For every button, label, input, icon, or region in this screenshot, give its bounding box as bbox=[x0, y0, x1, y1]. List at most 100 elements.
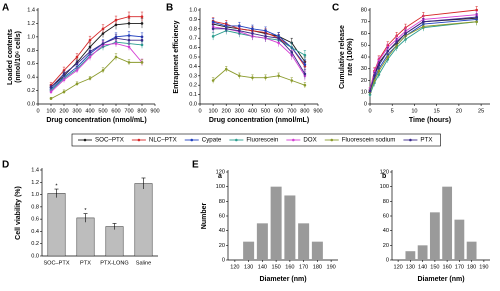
point bbox=[264, 29, 267, 32]
y-tick-label: 0.6 bbox=[27, 61, 35, 67]
bar bbox=[256, 223, 268, 260]
y-tick-label: 1.2 bbox=[31, 180, 39, 186]
legend-marker bbox=[137, 138, 141, 142]
point bbox=[238, 74, 241, 78]
series-line bbox=[50, 22, 142, 88]
legend-marker bbox=[83, 138, 87, 142]
point bbox=[277, 41, 280, 45]
y-axis-label: Cell viability (%) bbox=[15, 186, 22, 240]
x-tick-label: 700 bbox=[124, 108, 133, 114]
y-tick-label: 40 bbox=[383, 228, 389, 234]
point bbox=[114, 55, 118, 59]
x-tick-label: 300 bbox=[72, 108, 81, 114]
point bbox=[101, 42, 105, 45]
point bbox=[88, 45, 92, 49]
y-tick-label: 0.6 bbox=[189, 45, 197, 51]
x-tick-label: 800 bbox=[300, 108, 309, 114]
y-tick-label: 1.0 bbox=[189, 7, 197, 13]
panel-label: B bbox=[166, 3, 173, 14]
panel-label: a bbox=[218, 173, 222, 180]
x-tick-label: 180 bbox=[467, 264, 476, 270]
point bbox=[386, 55, 390, 59]
series-line bbox=[213, 23, 306, 62]
legend-label: SOC–PTX bbox=[95, 137, 124, 144]
x-tick-label: 800 bbox=[137, 108, 146, 114]
y-tick-label: 30 bbox=[361, 66, 367, 72]
legend-marker bbox=[235, 138, 238, 142]
y-tick-label: 20 bbox=[361, 78, 367, 84]
legend: SOC–PTX NLC–PTX Cypate Fluorescein DOX Fluore… bbox=[71, 133, 441, 147]
point bbox=[475, 8, 478, 12]
point bbox=[140, 38, 144, 42]
bar bbox=[270, 186, 282, 260]
panel-label: D bbox=[2, 160, 9, 171]
point bbox=[140, 61, 144, 64]
x-tick-label: 130 bbox=[406, 264, 415, 270]
x-tick-label: 140 bbox=[258, 264, 267, 270]
legend-label: Fluorescein sodium bbox=[342, 137, 396, 144]
y-tick-label: 0.2 bbox=[27, 88, 35, 94]
point bbox=[373, 74, 376, 78]
x-tick-label: 160 bbox=[442, 264, 451, 270]
significance-marker: * bbox=[55, 184, 58, 190]
x-tick-label: 0 bbox=[198, 108, 201, 114]
point bbox=[127, 15, 131, 19]
panel-label: C bbox=[332, 3, 339, 14]
legend-box bbox=[71, 133, 441, 147]
x-tick-label: SOC–PTX bbox=[43, 260, 69, 266]
y-axis-label: Entrapment efficiency bbox=[173, 20, 180, 93]
point bbox=[140, 15, 144, 19]
x-tick-label: 190 bbox=[479, 264, 488, 270]
bar bbox=[311, 241, 323, 260]
y-tick-label: 60 bbox=[219, 213, 225, 219]
y-tick-label: 0.2 bbox=[189, 83, 197, 89]
point bbox=[211, 35, 215, 38]
x-tick-label: 150 bbox=[430, 264, 439, 270]
x-tick-label: 600 bbox=[111, 108, 120, 114]
point bbox=[211, 27, 215, 31]
y-tick-label: 100 bbox=[380, 184, 389, 190]
point bbox=[75, 82, 79, 86]
point bbox=[251, 32, 254, 35]
point bbox=[75, 69, 79, 72]
legend-label: PTX bbox=[420, 137, 432, 144]
point bbox=[238, 24, 241, 28]
point bbox=[377, 69, 381, 73]
y-tick-label: 0.4 bbox=[27, 75, 35, 81]
y-tick-label: 10 bbox=[361, 90, 367, 96]
series-line bbox=[212, 68, 306, 86]
x-tick-label: 120 bbox=[230, 264, 239, 270]
y-tick-label: 0.3 bbox=[189, 73, 197, 79]
y-tick-label: 0.8 bbox=[27, 48, 35, 54]
series-line bbox=[50, 37, 142, 88]
point bbox=[251, 27, 254, 31]
y-tick-label: 120 bbox=[216, 169, 225, 175]
y-tick-label: 0.7 bbox=[189, 36, 197, 42]
point bbox=[422, 25, 425, 28]
legend-marker bbox=[190, 138, 194, 142]
bar bbox=[47, 193, 66, 257]
point bbox=[290, 51, 294, 54]
legend-marker bbox=[292, 138, 295, 142]
x-tick-label: 500 bbox=[98, 108, 107, 114]
x-axis-label: Drug concentration (nmol/mL) bbox=[209, 117, 309, 124]
point bbox=[88, 50, 92, 53]
point bbox=[127, 61, 131, 64]
y-tick-label: 20 bbox=[383, 243, 389, 249]
x-tick-label: 500 bbox=[261, 108, 270, 114]
x-tick-label: 0 bbox=[36, 108, 39, 114]
point bbox=[386, 49, 390, 53]
y-tick-label: 80 bbox=[219, 199, 225, 205]
point bbox=[238, 29, 241, 32]
bar bbox=[405, 251, 416, 260]
x-axis-label: Time (hours) bbox=[409, 117, 451, 124]
bar bbox=[417, 245, 428, 260]
point bbox=[101, 32, 105, 35]
y-tick-label: 0.8 bbox=[189, 26, 197, 32]
y-tick-label: 0.2 bbox=[31, 241, 39, 247]
x-tick-label: 180 bbox=[313, 264, 322, 270]
legend-label: DOX bbox=[303, 137, 316, 144]
point bbox=[140, 43, 144, 47]
point bbox=[211, 79, 215, 82]
x-tick-label: 15 bbox=[434, 108, 440, 114]
